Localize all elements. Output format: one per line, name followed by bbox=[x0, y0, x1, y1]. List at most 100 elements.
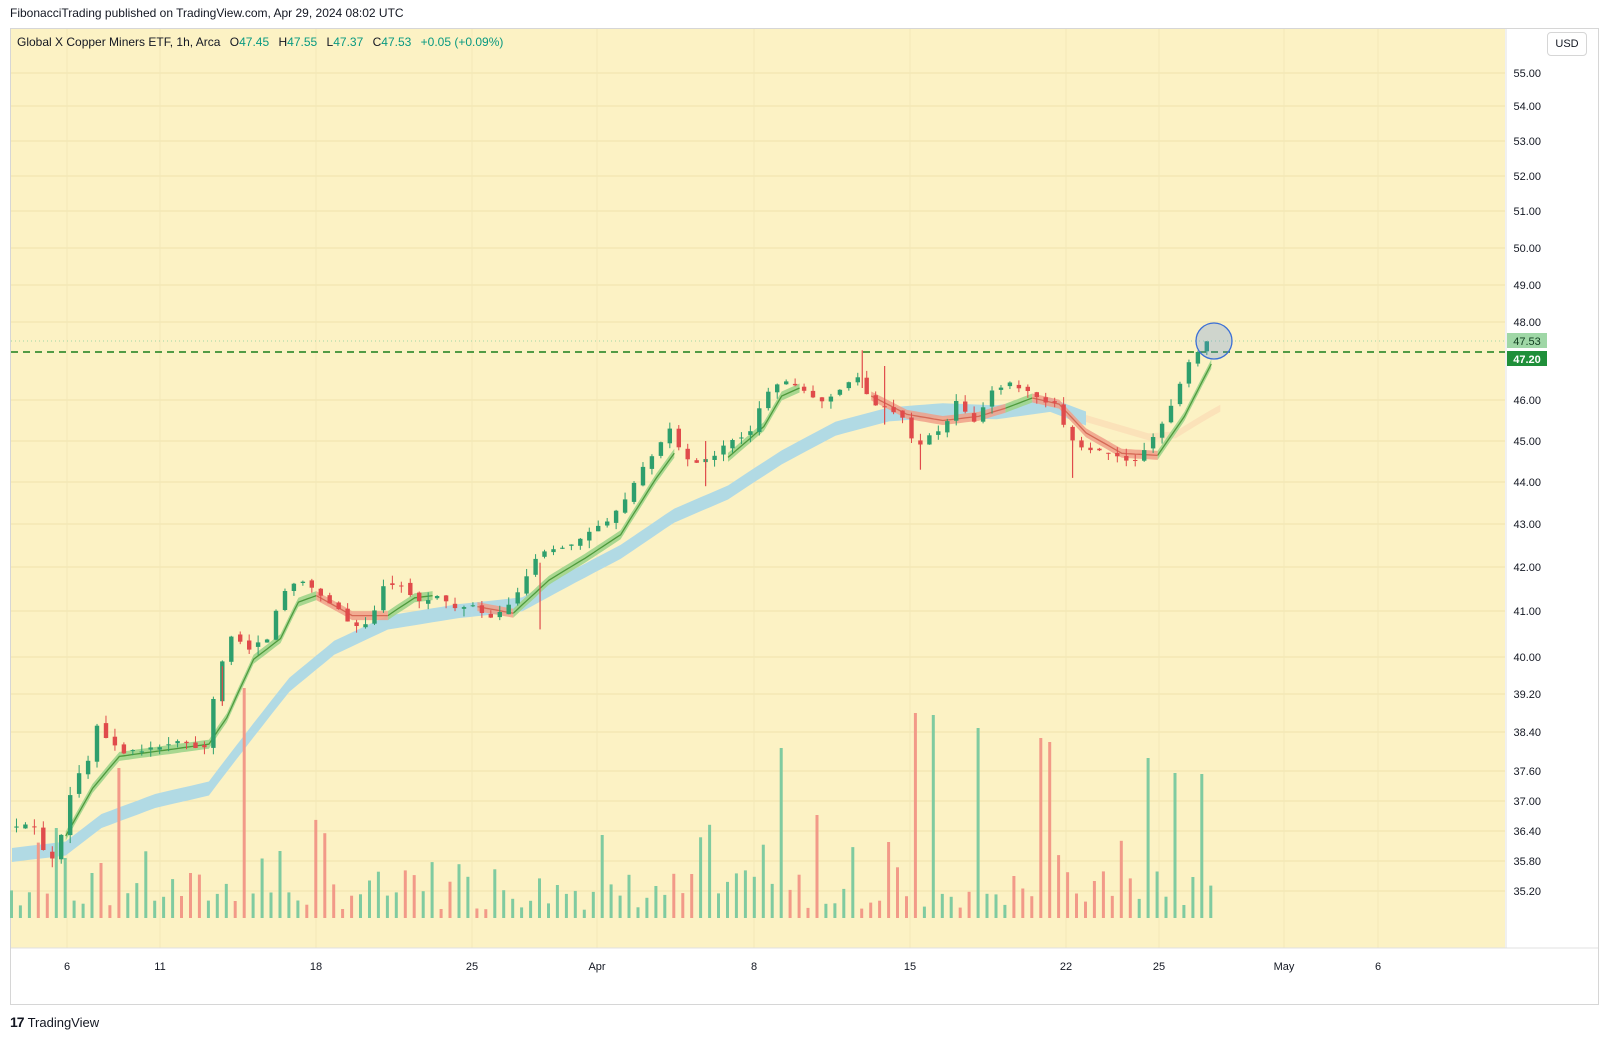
candle-body bbox=[327, 595, 332, 604]
volume-bar bbox=[394, 892, 398, 918]
volume-bar bbox=[529, 900, 533, 918]
candle-body bbox=[1150, 437, 1156, 449]
candle-body bbox=[810, 390, 816, 398]
volume-bar bbox=[197, 874, 201, 918]
volume-bar bbox=[922, 906, 926, 918]
candle-body bbox=[613, 510, 619, 523]
candle-body bbox=[354, 622, 359, 626]
last-price-badge bbox=[1507, 333, 1547, 348]
candle-body bbox=[828, 396, 834, 402]
candle-body bbox=[68, 795, 73, 836]
candle-body bbox=[1052, 401, 1057, 403]
volume-bar bbox=[45, 893, 49, 918]
candle-body bbox=[300, 581, 306, 583]
volume-bar bbox=[153, 900, 157, 918]
currency-button[interactable]: USD bbox=[1547, 32, 1587, 56]
volume-bar bbox=[224, 883, 228, 918]
highlight-circle[interactable] bbox=[1195, 322, 1233, 360]
candle-body bbox=[1043, 397, 1048, 403]
y-tick-label: 51.00 bbox=[1513, 206, 1541, 218]
candle-body bbox=[130, 750, 135, 752]
volume-bar bbox=[36, 842, 40, 918]
candle-body bbox=[1061, 404, 1066, 425]
volume-bar bbox=[162, 896, 166, 918]
candle-body bbox=[631, 482, 637, 502]
volume-bar bbox=[797, 874, 801, 918]
volume-bar bbox=[180, 896, 183, 918]
y-tick-label: 41.00 bbox=[1513, 606, 1541, 618]
candle-body bbox=[560, 547, 565, 549]
candle-body bbox=[757, 408, 762, 432]
volume-bar bbox=[296, 900, 300, 918]
volume-bar bbox=[332, 884, 336, 918]
candle-body bbox=[94, 725, 100, 762]
volume-bar bbox=[233, 901, 237, 918]
tradingview-footer[interactable]: 17 TradingView bbox=[10, 1014, 99, 1030]
x-tick-label: Apr bbox=[588, 961, 605, 973]
volume-bar bbox=[1164, 896, 1168, 918]
volume-bar bbox=[931, 715, 935, 918]
candle-body bbox=[1088, 447, 1093, 451]
volume-bar bbox=[699, 837, 703, 918]
y-tick-label: 40.00 bbox=[1513, 652, 1541, 664]
volume-bar bbox=[779, 748, 783, 918]
volume-bar bbox=[681, 893, 685, 918]
candle-body bbox=[372, 610, 377, 624]
candle-body bbox=[345, 608, 350, 622]
candle-body bbox=[229, 636, 234, 662]
volume-bar bbox=[788, 889, 792, 918]
x-tick-label: 11 bbox=[154, 961, 165, 973]
candle-body bbox=[488, 613, 493, 618]
volume-bar bbox=[717, 893, 720, 918]
chart-background bbox=[11, 29, 1505, 948]
low-label: L bbox=[326, 35, 334, 49]
volume-bar bbox=[1119, 840, 1123, 918]
x-tick-label: 6 bbox=[64, 961, 70, 973]
candle-body bbox=[184, 741, 189, 744]
candle-body bbox=[801, 386, 807, 391]
volume-bar bbox=[672, 873, 676, 918]
volume-bar bbox=[359, 894, 362, 918]
volume-bar bbox=[815, 815, 819, 918]
candle-body bbox=[587, 531, 592, 541]
volume-bar bbox=[913, 713, 917, 918]
candle-body bbox=[515, 592, 520, 604]
volume-bar bbox=[734, 873, 738, 918]
candle-body bbox=[443, 595, 449, 602]
volume-bar bbox=[752, 876, 756, 918]
volume-bar bbox=[1057, 855, 1061, 918]
candle-body bbox=[426, 600, 431, 604]
open-value: 47.45 bbox=[239, 35, 270, 49]
volume-bar bbox=[573, 890, 577, 918]
candle-body bbox=[1097, 448, 1102, 451]
volume-bar bbox=[1084, 901, 1087, 918]
candle-body bbox=[837, 389, 843, 395]
y-tick-label: 48.00 bbox=[1513, 317, 1541, 329]
candle-body bbox=[578, 538, 583, 546]
candle-body bbox=[730, 440, 735, 449]
volume-bar bbox=[609, 884, 613, 918]
volume-bar bbox=[520, 907, 524, 918]
fast-ma-line-up bbox=[387, 594, 433, 617]
y-tick-label: 35.20 bbox=[1513, 886, 1541, 898]
candle-body bbox=[247, 640, 252, 650]
candle-body bbox=[211, 699, 216, 748]
publish-caption: FibonacciTrading published on TradingVie… bbox=[10, 6, 404, 20]
volume-bar bbox=[600, 835, 604, 918]
tradingview-logo-icon: 17 bbox=[10, 1014, 25, 1030]
candle-body bbox=[766, 391, 771, 409]
volume-bar bbox=[618, 895, 622, 918]
volume-bar bbox=[278, 851, 282, 918]
volume-bar bbox=[663, 894, 667, 918]
candle-body bbox=[497, 612, 502, 618]
candle-body bbox=[103, 723, 109, 738]
candle-body bbox=[1016, 384, 1022, 389]
fast-ma-line-up bbox=[65, 594, 317, 837]
volume-bar bbox=[636, 907, 640, 918]
volume-bar bbox=[323, 833, 327, 918]
volume-bar bbox=[654, 886, 658, 918]
candle-body bbox=[712, 455, 717, 460]
y-tick-label: 38.40 bbox=[1513, 727, 1541, 739]
candle-body bbox=[980, 407, 986, 422]
